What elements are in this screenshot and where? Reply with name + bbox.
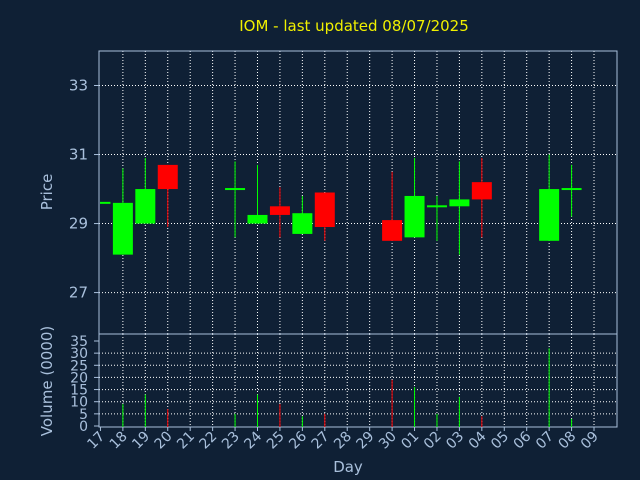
x-tick-label: 09: [578, 429, 602, 453]
x-tick-label: 28: [331, 429, 355, 453]
x-tick-label: 29: [354, 429, 378, 453]
candle-body: [112, 202, 133, 255]
candle-body: [471, 182, 492, 200]
volume-panel-frame: [98, 333, 618, 428]
candle-body: [292, 213, 313, 234]
volume-tick-label: 25: [70, 358, 88, 374]
x-tick-label: 18: [107, 429, 131, 453]
x-tick-label: 05: [488, 429, 512, 453]
candle-body: [404, 195, 425, 238]
price-axis-label: Price: [38, 174, 56, 211]
candle-body: [247, 214, 268, 224]
x-tick-label: 07: [533, 429, 557, 453]
candle-body: [157, 164, 178, 190]
price-tick-label: 27: [69, 284, 88, 302]
volume-tick-label: 5: [79, 407, 88, 423]
x-tick-label: 26: [286, 428, 310, 452]
volume-tick-label: 35: [70, 334, 88, 350]
x-tick-label: 27: [309, 429, 333, 453]
volume-tick-label: 10: [70, 395, 88, 411]
candle-body: [269, 206, 290, 215]
candle-body: [449, 199, 470, 207]
x-tick-label: 20: [152, 429, 176, 453]
volume-tick-label: 30: [70, 346, 88, 362]
volume-bars-layer: [122, 348, 573, 427]
x-tick-label: 08: [555, 429, 579, 453]
candle-body: [382, 220, 403, 241]
price-tick-label: 29: [69, 215, 88, 233]
candle-body: [314, 192, 335, 228]
candle-body: [561, 188, 582, 191]
x-tick-label: 30: [376, 429, 400, 453]
x-tick-label: 22: [197, 429, 221, 453]
x-tick-label: 25: [264, 429, 288, 453]
x-tick-label: 03: [443, 429, 467, 453]
x-tick-label: 06: [511, 428, 535, 452]
x-axis-label: Day: [333, 458, 363, 476]
volume-tick-label: 0: [79, 419, 88, 435]
candle-body: [135, 189, 156, 224]
x-tick-label: 23: [219, 429, 243, 453]
volume-grid: [99, 334, 617, 427]
candle-body: [225, 188, 246, 191]
candle-body: [539, 189, 560, 241]
x-tick-label: 24: [241, 428, 265, 452]
x-tick-label: 02: [421, 429, 445, 453]
candles-layer: [100, 154, 582, 255]
volume-tick-label: 20: [70, 370, 88, 386]
chart-title: IOM - last updated 08/07/2025: [239, 17, 469, 35]
x-tick-label: 04: [466, 428, 490, 452]
volume-axis-label: Volume (0000): [38, 326, 56, 436]
volume-tick-label: 15: [70, 383, 88, 399]
x-tick-label: 21: [174, 429, 198, 453]
price-tick-label: 33: [69, 77, 88, 95]
x-tick-label: 01: [398, 429, 422, 453]
price-axis-ticks: 27 29 31 33: [69, 77, 99, 302]
price-tick-label: 31: [69, 146, 88, 164]
candle-body: [426, 205, 447, 208]
candle-body: [100, 201, 111, 204]
x-axis-ticks: 1718192021222324252627282930010203040506…: [84, 427, 602, 453]
x-tick-label: 19: [129, 429, 153, 453]
